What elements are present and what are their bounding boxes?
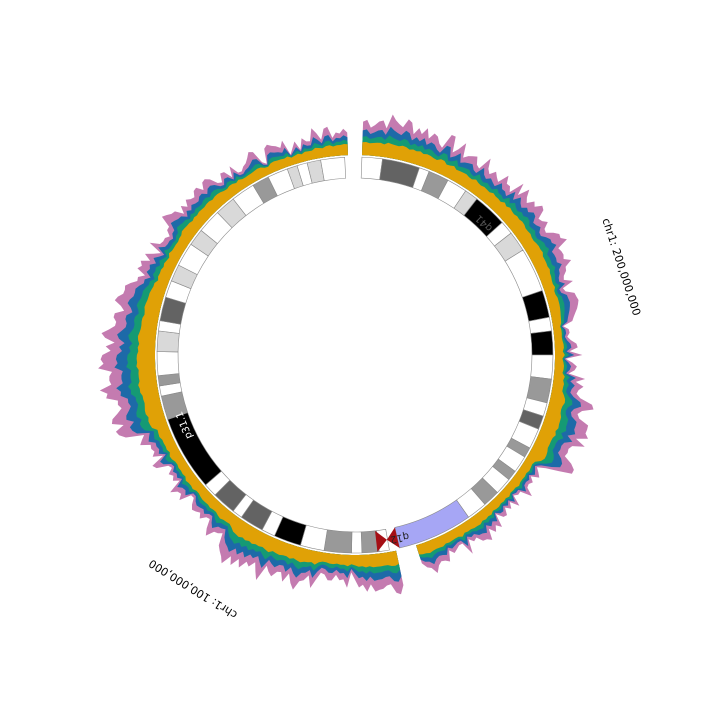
- ideogram-band-gvar: [394, 499, 469, 549]
- coordinate-label-100m: chr1: 100,000,000: [147, 557, 240, 622]
- ideogram-band-gneg: [351, 531, 363, 554]
- ideogram-band-gneg: [156, 351, 180, 377]
- ideogram-band-gpos100: [530, 330, 554, 356]
- ideogram-band-gpos25: [156, 330, 180, 353]
- centromere-marker: [375, 527, 400, 552]
- coordinate-label-200m: chr1: 200,000,000: [599, 217, 643, 318]
- band-label-q12: q12: [389, 530, 410, 545]
- ideogram-band-gneg: [320, 156, 347, 182]
- ideogram-band-gneg: [530, 354, 554, 380]
- chromosome-ideogram: [156, 156, 554, 554]
- ideogram-band-gpos50: [323, 529, 353, 554]
- ideogram-band-gneg: [360, 156, 383, 181]
- coverage-layers: [98, 114, 594, 595]
